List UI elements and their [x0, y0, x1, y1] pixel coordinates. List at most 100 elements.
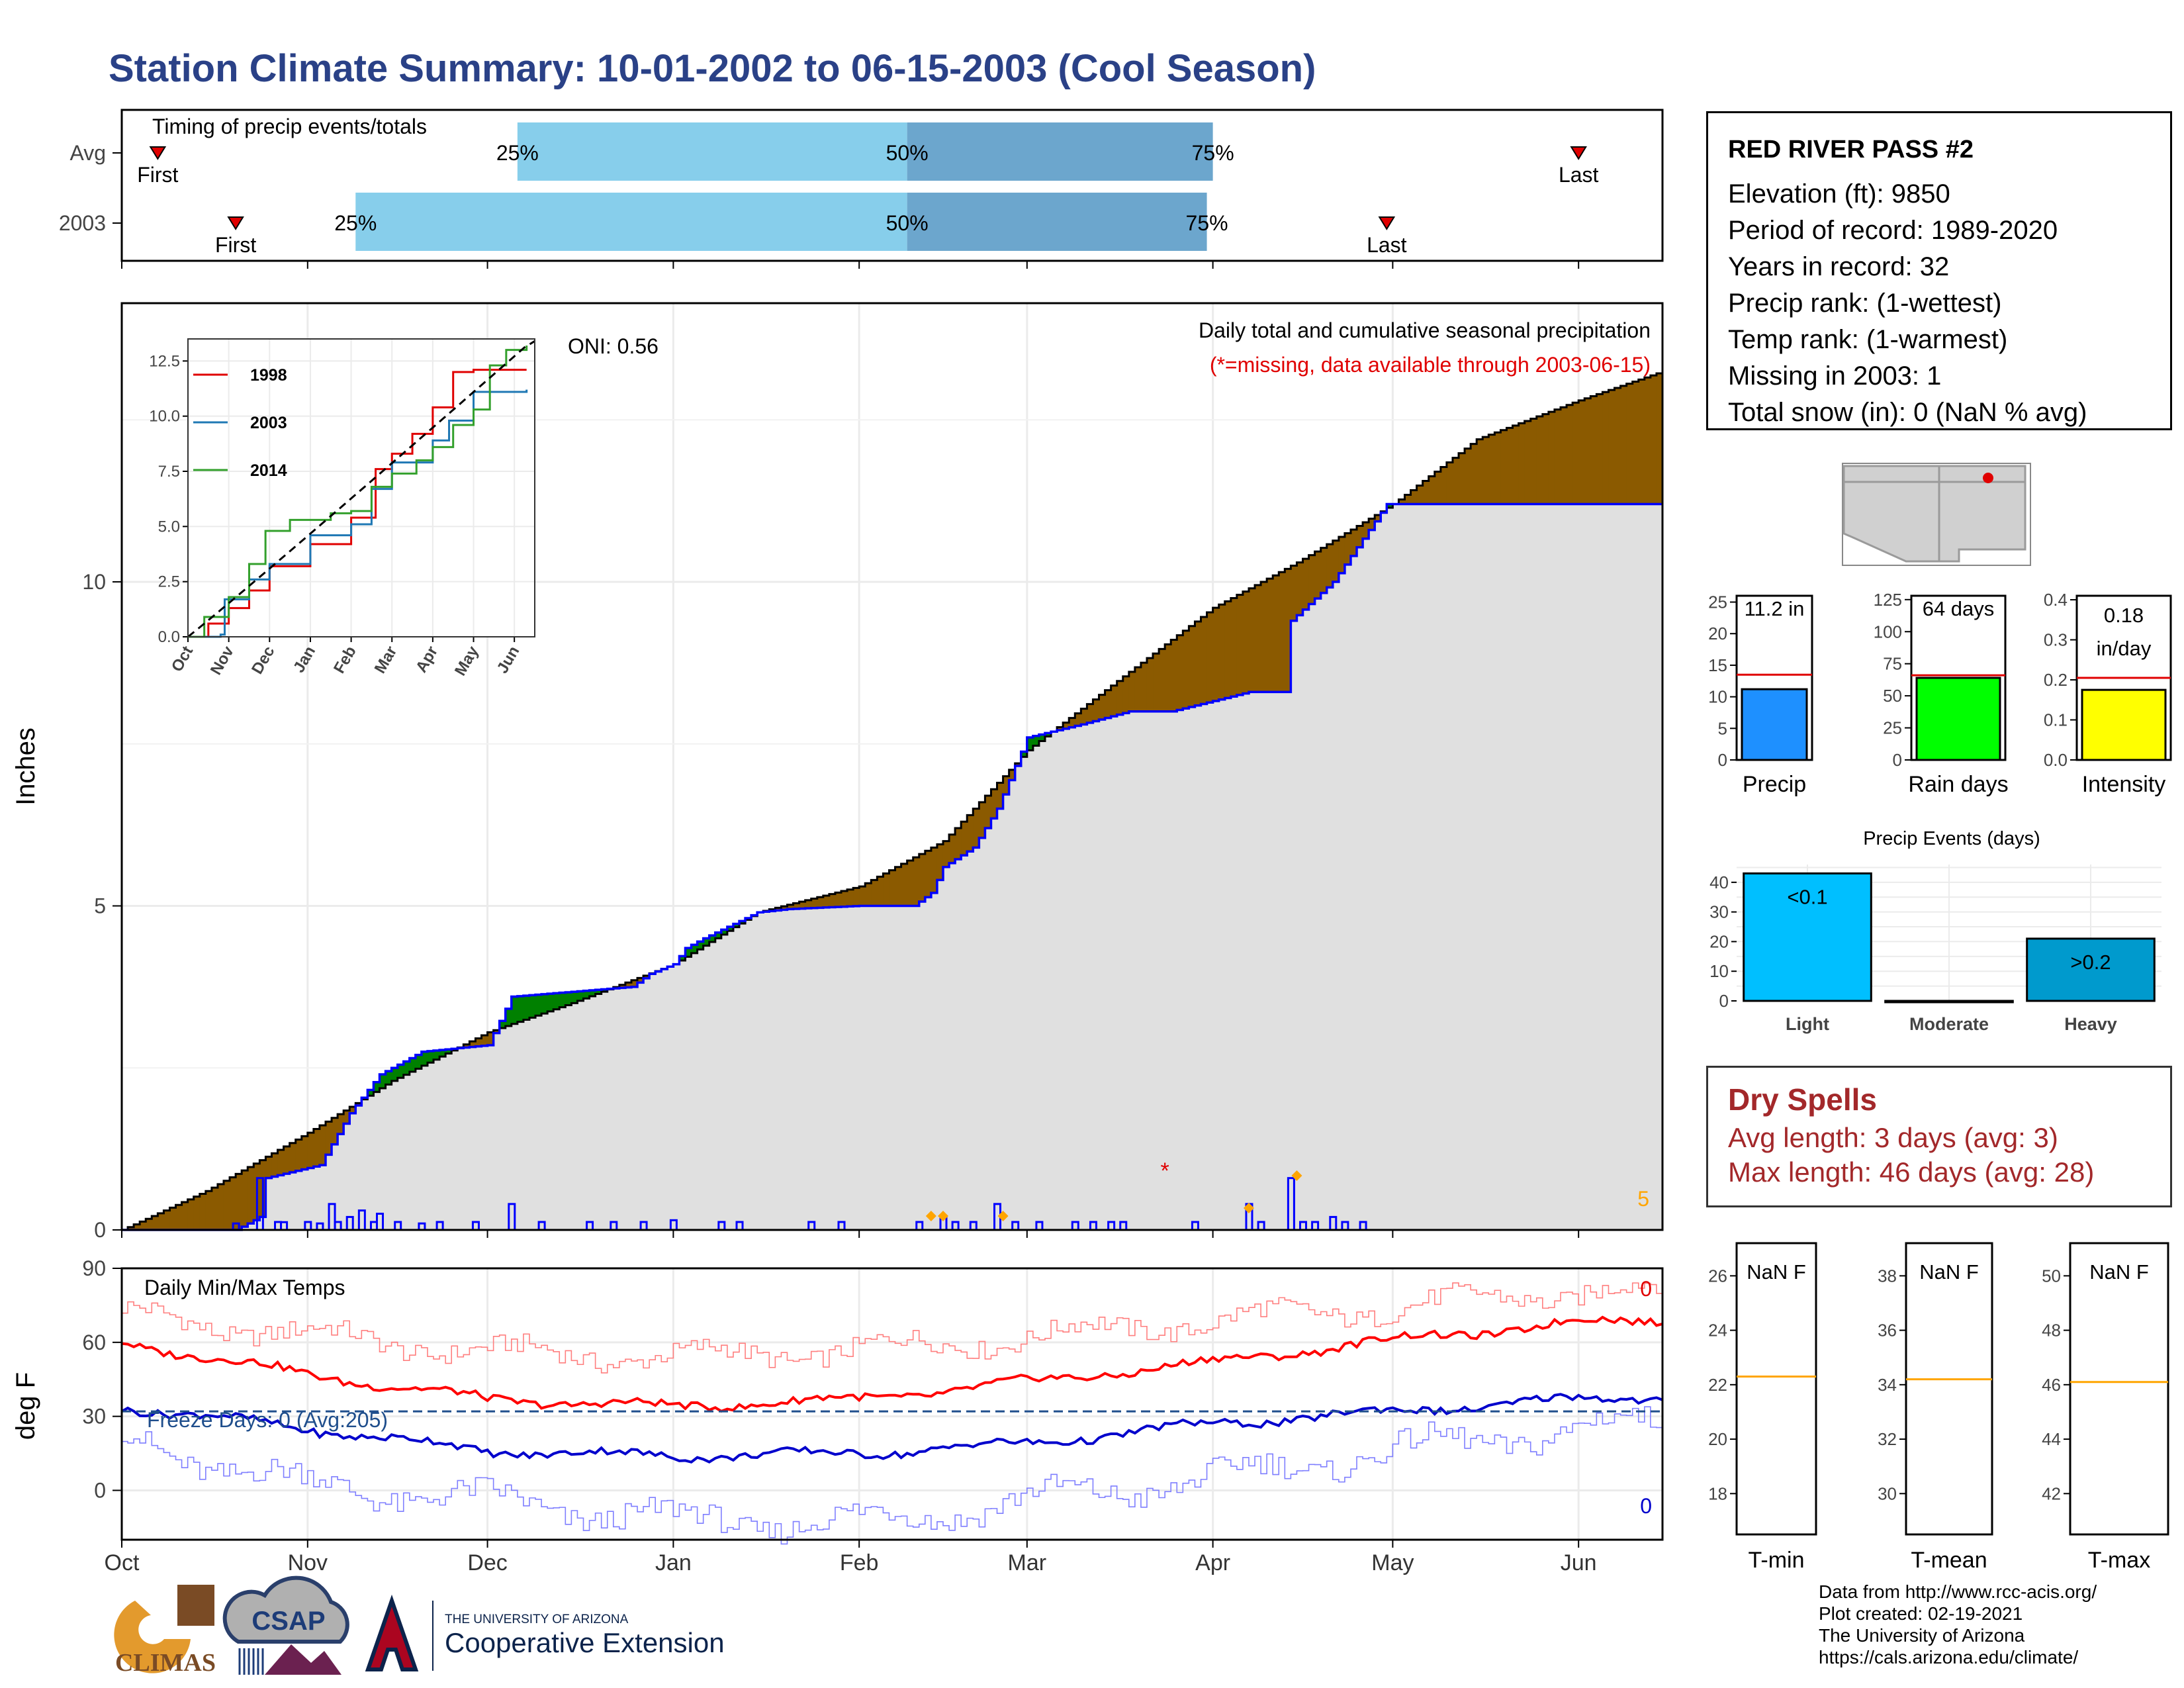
- surplus-fill: [367, 1090, 375, 1096]
- events-tick-label: 20: [1709, 931, 1729, 951]
- deficit-fill: [1512, 425, 1520, 504]
- deficit-fill: [919, 854, 926, 902]
- snow-marker: [1291, 1170, 1302, 1181]
- month-label: Apr: [1195, 1550, 1230, 1575]
- deficit-fill: [619, 984, 626, 988]
- precip-ytick-label: 5: [94, 894, 106, 917]
- deficit-fill: [481, 1035, 488, 1046]
- surplus-fill: [685, 948, 692, 957]
- deficit-fill: [307, 1133, 314, 1168]
- deficit-fill: [967, 815, 974, 852]
- current-cumulative-line: [122, 502, 1662, 1231]
- deficit-fill: [343, 1110, 350, 1124]
- surplus-fill: [403, 1061, 410, 1075]
- timing-bar-upper: [907, 122, 1213, 181]
- deficit-fill: [1297, 562, 1304, 616]
- deficit-fill: [1477, 439, 1483, 504]
- deficit-fill: [1428, 476, 1435, 504]
- deficit-fill: [1326, 544, 1334, 588]
- deficit-fill: [248, 1166, 254, 1224]
- deficit-fill: [799, 902, 806, 909]
- deficit-fill: [1446, 462, 1453, 504]
- deficit-fill: [1596, 394, 1604, 504]
- deficit-fill: [1404, 494, 1412, 504]
- deficit-fill: [1218, 604, 1226, 700]
- mini-bar-tick-label: 0.1: [2044, 710, 2068, 730]
- deficit-fill: [979, 802, 986, 838]
- deficit-fill: [1584, 398, 1591, 504]
- deficit-fill: [1554, 409, 1561, 504]
- deficit-fill: [325, 1121, 332, 1155]
- climas-logo-icon: [114, 1601, 191, 1673]
- mini-bar-tick-label: 0: [1718, 750, 1727, 770]
- deficit-fill: [1279, 572, 1285, 692]
- deficit-fill: [349, 1106, 356, 1113]
- dry-spells-max: Max length: 46 days (avg: 28): [1728, 1156, 2095, 1188]
- inset-background: [188, 339, 535, 637]
- tmax-count: 0: [1640, 1277, 1652, 1301]
- deficit-fill: [1171, 639, 1177, 712]
- precip-count-label: 5: [1637, 1187, 1649, 1211]
- deficit-fill: [1434, 471, 1441, 504]
- events-title: Precip Events (days): [1863, 828, 2040, 849]
- temp-box-value: NaN F: [1919, 1260, 1979, 1284]
- timing-p25-label: 25%: [334, 211, 377, 235]
- deficit-fill: [236, 1174, 242, 1230]
- month-label: Feb: [840, 1550, 879, 1575]
- month-label: Oct: [105, 1550, 140, 1575]
- deficit-fill: [1159, 649, 1165, 712]
- deficit-fill: [1375, 515, 1381, 522]
- mini-bar-tick-label: 10: [1708, 687, 1727, 707]
- deficit-fill: [217, 1184, 224, 1230]
- deficit-fill: [1465, 448, 1471, 504]
- deficit-fill: [1302, 559, 1310, 610]
- events-category-label: Heavy: [2064, 1014, 2117, 1034]
- deficit-fill: [1602, 392, 1610, 504]
- deficit-fill: [1536, 416, 1543, 504]
- deficit-fill: [289, 1143, 296, 1172]
- tmin-record-line: [122, 1406, 1663, 1545]
- temp-box-label: T-mean: [1911, 1548, 1987, 1573]
- surplus-fill: [529, 995, 536, 1018]
- deficit-fill: [877, 876, 884, 906]
- deficit-fill: [1471, 444, 1477, 504]
- snow-marker: [997, 1211, 1009, 1221]
- snow-marker: [925, 1211, 936, 1221]
- mini-bar-label: Rain days: [1908, 772, 2008, 797]
- temp-frame: [120, 1267, 1664, 1541]
- deficit-fill: [643, 975, 650, 978]
- surplus-fill: [595, 990, 602, 994]
- surplus-fill: [517, 996, 524, 1022]
- month-label: Mar: [1008, 1550, 1047, 1575]
- surplus-fill: [553, 993, 560, 1009]
- csap-logo-text: CSAP: [251, 1607, 325, 1636]
- deficit-fill: [1506, 428, 1514, 504]
- mini-bar-tick-label: 25: [1883, 718, 1902, 738]
- credit-line: The University of Arizona: [1819, 1625, 2025, 1646]
- deficit-fill: [169, 1207, 177, 1230]
- credits: Data from http://www.rcc-acis.org/ Plot …: [1819, 1581, 2097, 1668]
- temp-box-value: NaN F: [1747, 1260, 1806, 1284]
- surplus-fill: [439, 1050, 446, 1057]
- mini-bar-value-unit: in/day: [2097, 637, 2152, 660]
- surplus-fill: [523, 996, 530, 1020]
- deficit-fill: [925, 851, 932, 898]
- deficit-fill: [1267, 579, 1273, 692]
- surplus-fill: [541, 994, 548, 1014]
- deficit-fill: [1459, 453, 1465, 504]
- deficit-fill: [949, 834, 956, 863]
- deficit-fill: [1189, 626, 1196, 708]
- deficit-fill: [230, 1177, 236, 1230]
- csap-cloud-icon: [222, 1575, 349, 1644]
- precip-title: Daily total and cumulative seasonal prec…: [1199, 318, 1651, 342]
- deficit-fill: [1398, 499, 1406, 504]
- inset-series-2003: [188, 389, 528, 638]
- timing-first-marker: [227, 216, 244, 230]
- deficit-fill: [955, 828, 962, 859]
- deficit-fill: [1140, 663, 1148, 712]
- deficit-fill: [223, 1180, 230, 1230]
- surplus-fill: [733, 923, 740, 927]
- deficit-fill: [487, 1032, 494, 1045]
- temp-box-tick-label: 50: [2042, 1266, 2061, 1286]
- deficit-fill: [901, 863, 908, 906]
